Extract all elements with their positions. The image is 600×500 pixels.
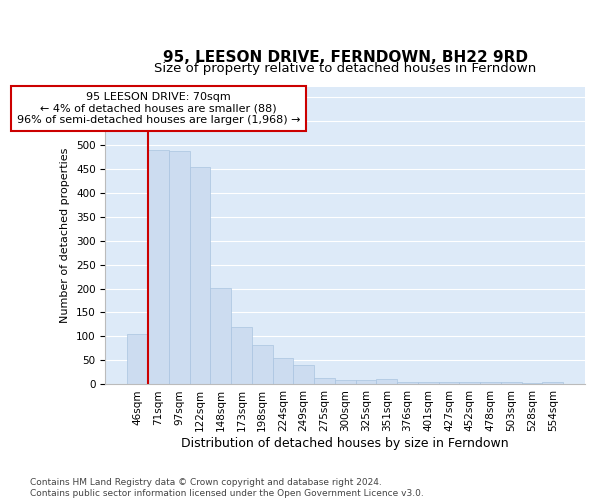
Text: Size of property relative to detached houses in Ferndown: Size of property relative to detached ho… [154,62,536,75]
Bar [356,380,376,384]
Bar [293,366,314,384]
Bar [314,378,335,384]
Text: 95 LEESON DRIVE: 70sqm
← 4% of detached houses are smaller (88)
96% of semi-deta: 95 LEESON DRIVE: 70sqm ← 4% of detached … [17,92,300,125]
Bar [169,152,190,384]
Bar [480,382,501,384]
Bar [397,382,418,384]
X-axis label: Distribution of detached houses by size in Ferndown: Distribution of detached houses by size … [181,437,509,450]
Bar [376,378,397,384]
Bar [190,167,210,384]
Bar [418,382,439,384]
Title: 95, LEESON DRIVE, FERNDOWN, BH22 9RD: 95, LEESON DRIVE, FERNDOWN, BH22 9RD [163,50,528,65]
Y-axis label: Number of detached properties: Number of detached properties [61,148,70,324]
Bar [210,288,231,384]
Bar [148,150,169,384]
Bar [272,358,293,384]
Bar [252,345,272,385]
Bar [127,334,148,384]
Bar [231,327,252,384]
Bar [460,382,480,384]
Bar [439,382,460,384]
Bar [335,380,356,384]
Text: Contains HM Land Registry data © Crown copyright and database right 2024.
Contai: Contains HM Land Registry data © Crown c… [30,478,424,498]
Bar [501,382,521,384]
Bar [542,382,563,384]
